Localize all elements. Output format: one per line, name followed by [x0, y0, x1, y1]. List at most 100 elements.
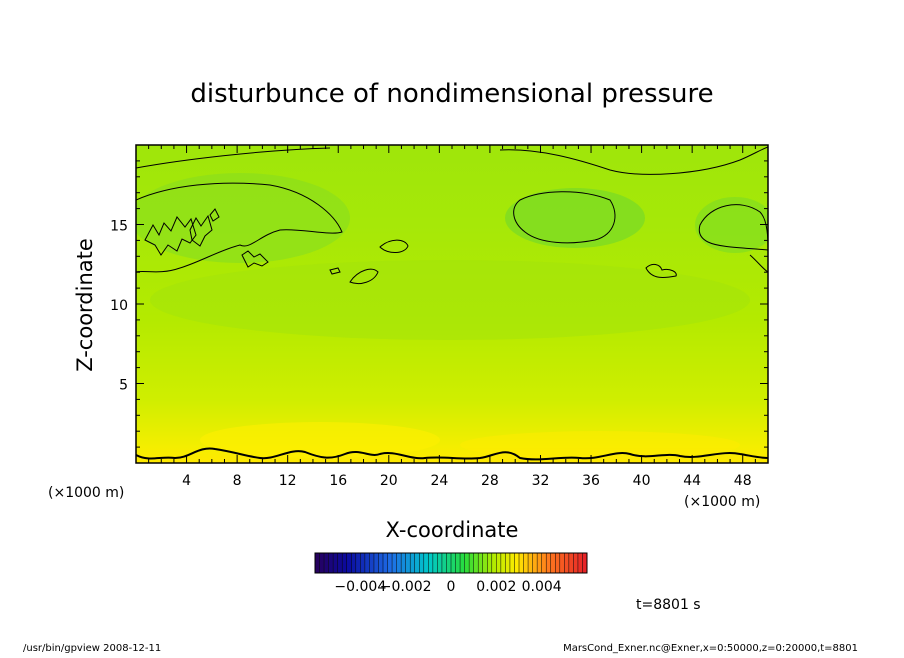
- colorbar-cell: [464, 553, 470, 573]
- y-axis-ticks: 5 10 15: [110, 160, 768, 448]
- colorbar-cell: [378, 553, 383, 573]
- colorbar-cell: [446, 553, 451, 573]
- time-label: t=8801 s: [636, 597, 701, 613]
- contour-line: [241, 250, 269, 268]
- colorbar-cell: [419, 553, 424, 573]
- colorbar-cell: [523, 553, 529, 573]
- plot-area: [136, 145, 768, 463]
- field-patch: [200, 422, 440, 458]
- colorbar-cell: [514, 553, 519, 573]
- contour-line: [144, 216, 197, 256]
- x-tick-label: 8: [233, 473, 242, 489]
- colorbar-tick-label: −0.002: [380, 579, 432, 595]
- colorbar-cell: [414, 553, 420, 573]
- colorbar-tick-label: 0.004: [522, 579, 562, 595]
- colorbar-cell: [346, 553, 352, 573]
- colorbar-cell: [505, 553, 510, 573]
- colorbar-cell: [528, 553, 533, 573]
- colorbar-cell: [500, 553, 506, 573]
- colorbar-cell: [383, 553, 388, 573]
- x-axis-ticks: 4 8 12 16 20 24 28 32 36 40 44 48: [148, 145, 756, 489]
- field-patch: [505, 188, 645, 248]
- colorbar-frame: [314, 552, 588, 574]
- colorbar-cell: [432, 553, 438, 573]
- x-tick-label: 32: [532, 473, 550, 489]
- contour-line: [749, 254, 768, 273]
- x-tick-label: 48: [734, 473, 752, 489]
- colorbar-cell: [496, 553, 501, 573]
- y-tick-label: 10: [110, 298, 128, 314]
- colorbar-cell: [473, 553, 479, 573]
- y-tick-label: 15: [110, 219, 128, 235]
- colorbar-cell: [559, 553, 565, 573]
- y-tick-label: 5: [119, 378, 128, 394]
- contour-line: [136, 182, 343, 273]
- colorbar-cell: [573, 553, 578, 573]
- colorbar-cell: [478, 553, 483, 573]
- colorbar-cell: [364, 553, 370, 573]
- contour-line: [329, 267, 341, 275]
- contour-line: [136, 147, 331, 169]
- colorbar-cell: [460, 553, 465, 573]
- contour-line: [189, 214, 213, 247]
- y-axis-label: Z-coordinate: [73, 238, 97, 372]
- field-patch: [136, 173, 350, 263]
- colorbar-cell: [550, 553, 556, 573]
- colorbar-cell: [509, 553, 515, 573]
- x-tick-label: 36: [582, 473, 600, 489]
- contour-line: [136, 447, 768, 461]
- colorbar-cell: [342, 553, 347, 573]
- colorbar-cell: [319, 553, 325, 573]
- colorbar-cell: [360, 553, 365, 573]
- colorbar-cell: [437, 553, 442, 573]
- colorbar-cell: [333, 553, 338, 573]
- colorbar-cell: [328, 553, 334, 573]
- contour-line: [499, 146, 768, 175]
- colorbar-cell: [401, 553, 406, 573]
- x-tick-label: 28: [481, 473, 499, 489]
- colorbar-cell: [410, 553, 415, 573]
- colorbar-cell: [373, 553, 379, 573]
- x-axis-unit: (×1000 m): [684, 494, 760, 510]
- field-patch: [150, 260, 750, 340]
- colorbar-cell: [369, 553, 374, 573]
- colorbar-cell: [564, 553, 569, 573]
- colorbar-cell: [487, 553, 492, 573]
- colorbar-tick-label: −0.004: [334, 579, 386, 595]
- field-patch: [460, 431, 740, 459]
- x-tick-label: 40: [633, 473, 651, 489]
- colorbar-cell: [441, 553, 447, 573]
- x-tick-label: 24: [430, 473, 448, 489]
- colorbar-cell: [423, 553, 429, 573]
- footer-right: MarsCond_Exner.nc@Exner,x=0:50000,z=0:20…: [563, 643, 858, 654]
- footer-left: /usr/bin/gpview 2008-12-11: [23, 643, 161, 654]
- colorbar-cell: [351, 553, 356, 573]
- colorbar-cell: [482, 553, 488, 573]
- colorbar-cell: [568, 553, 574, 573]
- colorbar-tick-label: 0: [447, 579, 456, 595]
- colorbar-tick-labels: −0.004−0.002 0 0.002 0.004: [334, 579, 561, 595]
- colorbar-cell: [455, 553, 461, 573]
- contour-line: [209, 208, 220, 222]
- colorbar-cell: [451, 553, 456, 573]
- colorbar-cell: [555, 553, 560, 573]
- colorbar: [314, 553, 587, 573]
- x-tick-label: 4: [182, 473, 191, 489]
- x-axis-label: X-coordinate: [386, 518, 519, 542]
- contour-line: [379, 239, 409, 253]
- colorbar-cell: [577, 553, 583, 573]
- contour-line: [645, 263, 677, 279]
- x-tick-label: 44: [683, 473, 701, 489]
- colorbar-cell: [324, 553, 329, 573]
- colorbar-cell: [541, 553, 547, 573]
- contour-line: [349, 268, 379, 285]
- colorbar-cell: [519, 553, 524, 573]
- x-tick-label: 20: [380, 473, 398, 489]
- colorbar-cell: [546, 553, 551, 573]
- colorbar-cell: [396, 553, 402, 573]
- colorbar-cell: [491, 553, 497, 573]
- x-tick-label: 12: [279, 473, 297, 489]
- contour-line: [513, 191, 616, 244]
- colorbar-cell: [392, 553, 397, 573]
